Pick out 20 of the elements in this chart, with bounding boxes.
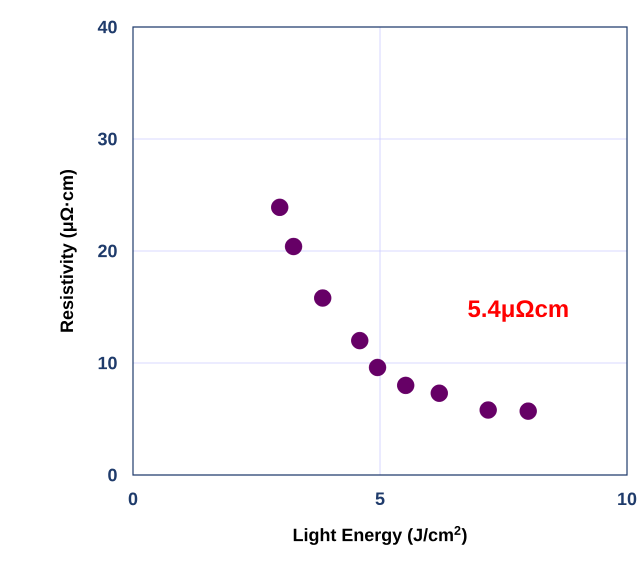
y-tick-label: 40 <box>98 20 117 34</box>
point <box>368 358 386 376</box>
point <box>479 401 497 419</box>
point <box>430 384 448 402</box>
y-axis-title: Resistivity (μΩ·cm) <box>60 170 77 332</box>
x-tick-label: 0 <box>128 492 138 506</box>
point <box>314 289 332 307</box>
y-tick-label: 20 <box>98 244 117 258</box>
point <box>351 332 368 350</box>
x-axis-title: Light Energy (J/cm$^{2}$) <box>294 526 467 545</box>
point <box>520 402 537 420</box>
y-tick-label: 30 <box>98 132 117 146</box>
point <box>396 376 414 394</box>
x-tick-label: 10 <box>618 492 636 506</box>
annotation: 5.4μΩcm <box>468 300 568 322</box>
point <box>271 198 288 216</box>
x-tick-label: 5 <box>376 492 384 506</box>
y-tick-label: 0 <box>108 468 117 482</box>
y-tick-label: 10 <box>98 356 117 370</box>
point <box>284 238 302 256</box>
